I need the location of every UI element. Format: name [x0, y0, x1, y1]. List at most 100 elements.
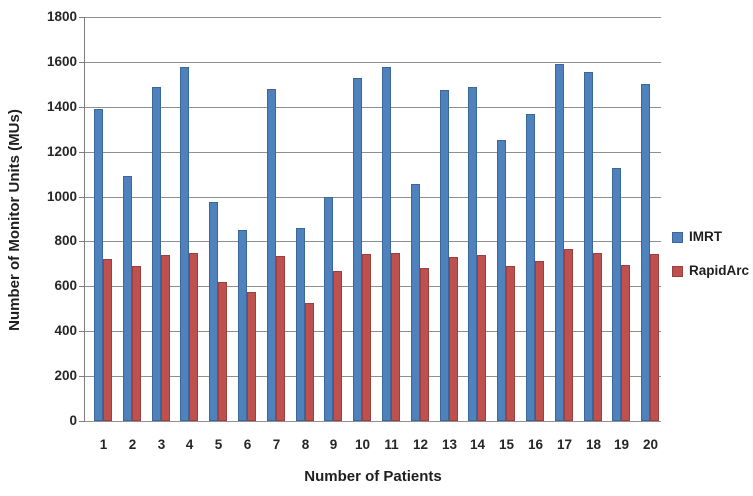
x-axis-line — [85, 421, 661, 422]
gridline — [85, 241, 661, 242]
y-tick-mark — [79, 376, 84, 377]
bar-rapidarc-p17 — [564, 249, 573, 421]
gridline — [85, 107, 661, 108]
legend-label: IMRT — [689, 229, 722, 244]
y-tick-label: 1600 — [46, 54, 77, 69]
x-axis-title: Number of Patients — [304, 468, 442, 485]
bar-imrt-p19 — [612, 168, 621, 421]
y-tick-label: 600 — [54, 278, 77, 293]
bar-imrt-p10 — [353, 78, 362, 421]
legend-item-imrt: IMRT — [672, 230, 749, 244]
bar-imrt-p12 — [411, 184, 420, 421]
y-tick-label: 1200 — [46, 144, 77, 159]
bar-imrt-p11 — [382, 67, 391, 421]
x-category-label: 15 — [498, 437, 515, 452]
x-category-label: 20 — [642, 437, 659, 452]
bar-rapidarc-p2 — [132, 266, 141, 421]
x-category-label: 13 — [441, 437, 458, 452]
y-tick-label: 1400 — [46, 99, 77, 114]
bar-rapidarc-p6 — [247, 292, 256, 421]
y-tick-label: 1800 — [46, 9, 77, 24]
x-category-label: 17 — [556, 437, 573, 452]
bar-imrt-p2 — [123, 176, 132, 421]
bar-imrt-p9 — [324, 197, 333, 421]
bar-rapidarc-p14 — [477, 255, 486, 421]
gridline — [85, 286, 661, 287]
y-tick-mark — [79, 62, 84, 63]
legend-swatch-imrt — [672, 231, 683, 243]
bar-imrt-p1 — [94, 109, 103, 421]
x-category-label: 1 — [99, 437, 108, 452]
bar-rapidarc-p12 — [420, 268, 429, 421]
y-tick-mark — [79, 107, 84, 108]
bar-imrt-p14 — [468, 87, 477, 421]
bar-imrt-p3 — [152, 87, 161, 421]
bar-rapidarc-p13 — [449, 257, 458, 421]
y-tick-mark — [79, 241, 84, 242]
gridline — [85, 376, 661, 377]
bar-imrt-p16 — [526, 114, 535, 421]
x-category-label: 14 — [469, 437, 486, 452]
x-category-label: 16 — [527, 437, 544, 452]
bar-rapidarc-p10 — [362, 254, 371, 421]
bar-rapidarc-p18 — [593, 253, 602, 421]
bar-rapidarc-p19 — [621, 265, 630, 421]
x-category-label: 2 — [128, 437, 137, 452]
legend-label: RapidArc — [689, 263, 750, 278]
bar-rapidarc-p11 — [391, 253, 400, 421]
x-category-label: 10 — [354, 437, 371, 452]
x-category-label: 19 — [613, 437, 630, 452]
bar-rapidarc-p9 — [333, 271, 342, 421]
bar-imrt-p20 — [641, 84, 650, 421]
gridline — [85, 197, 661, 198]
bar-imrt-p15 — [497, 140, 506, 421]
y-tick-mark — [79, 17, 84, 18]
legend-item-rapidarc: RapidArc — [672, 264, 749, 278]
y-tick-label: 200 — [54, 368, 77, 383]
bar-imrt-p8 — [296, 228, 305, 421]
x-category-label: 6 — [243, 437, 252, 452]
bar-rapidarc-p5 — [218, 282, 227, 421]
y-tick-label: 400 — [54, 323, 77, 338]
x-category-label: 7 — [272, 437, 281, 452]
bar-rapidarc-p3 — [161, 255, 170, 421]
legend: IMRT RapidArc — [672, 230, 749, 298]
y-tick-mark — [79, 197, 84, 198]
y-tick-label: 800 — [54, 233, 77, 248]
bar-imrt-p4 — [180, 67, 189, 421]
gridline — [85, 62, 661, 63]
bar-rapidarc-p15 — [506, 266, 515, 421]
bar-rapidarc-p1 — [103, 259, 112, 421]
gridline — [85, 152, 661, 153]
y-axis-line — [84, 17, 85, 422]
bar-imrt-p18 — [584, 72, 593, 421]
y-tick-mark — [79, 152, 84, 153]
x-category-label: 18 — [585, 437, 602, 452]
bar-imrt-p17 — [555, 64, 564, 421]
y-tick-mark — [79, 331, 84, 332]
y-tick-mark — [79, 286, 84, 287]
x-category-label: 11 — [384, 437, 399, 452]
y-tick-label: 0 — [69, 413, 77, 428]
bar-rapidarc-p20 — [650, 254, 659, 421]
bar-rapidarc-p8 — [305, 303, 314, 421]
gridline — [85, 331, 661, 332]
x-category-label: 9 — [329, 437, 338, 452]
bar-imrt-p5 — [209, 202, 218, 421]
legend-swatch-rapidarc — [672, 265, 683, 277]
x-category-label: 12 — [412, 437, 429, 452]
x-category-label: 5 — [214, 437, 223, 452]
y-axis-title: Number of Monitor Units (MUs) — [6, 109, 23, 331]
y-tick-mark — [79, 421, 84, 422]
bar-imrt-p6 — [238, 230, 247, 421]
x-category-label: 8 — [301, 437, 310, 452]
bar-rapidarc-p4 — [189, 253, 198, 421]
gridline — [85, 17, 661, 18]
bar-rapidarc-p16 — [535, 261, 544, 421]
x-category-label: 3 — [157, 437, 166, 452]
bar-rapidarc-p7 — [276, 256, 285, 421]
x-category-label: 4 — [185, 437, 194, 452]
bar-imrt-p7 — [267, 89, 276, 421]
bar-imrt-p13 — [440, 90, 449, 421]
